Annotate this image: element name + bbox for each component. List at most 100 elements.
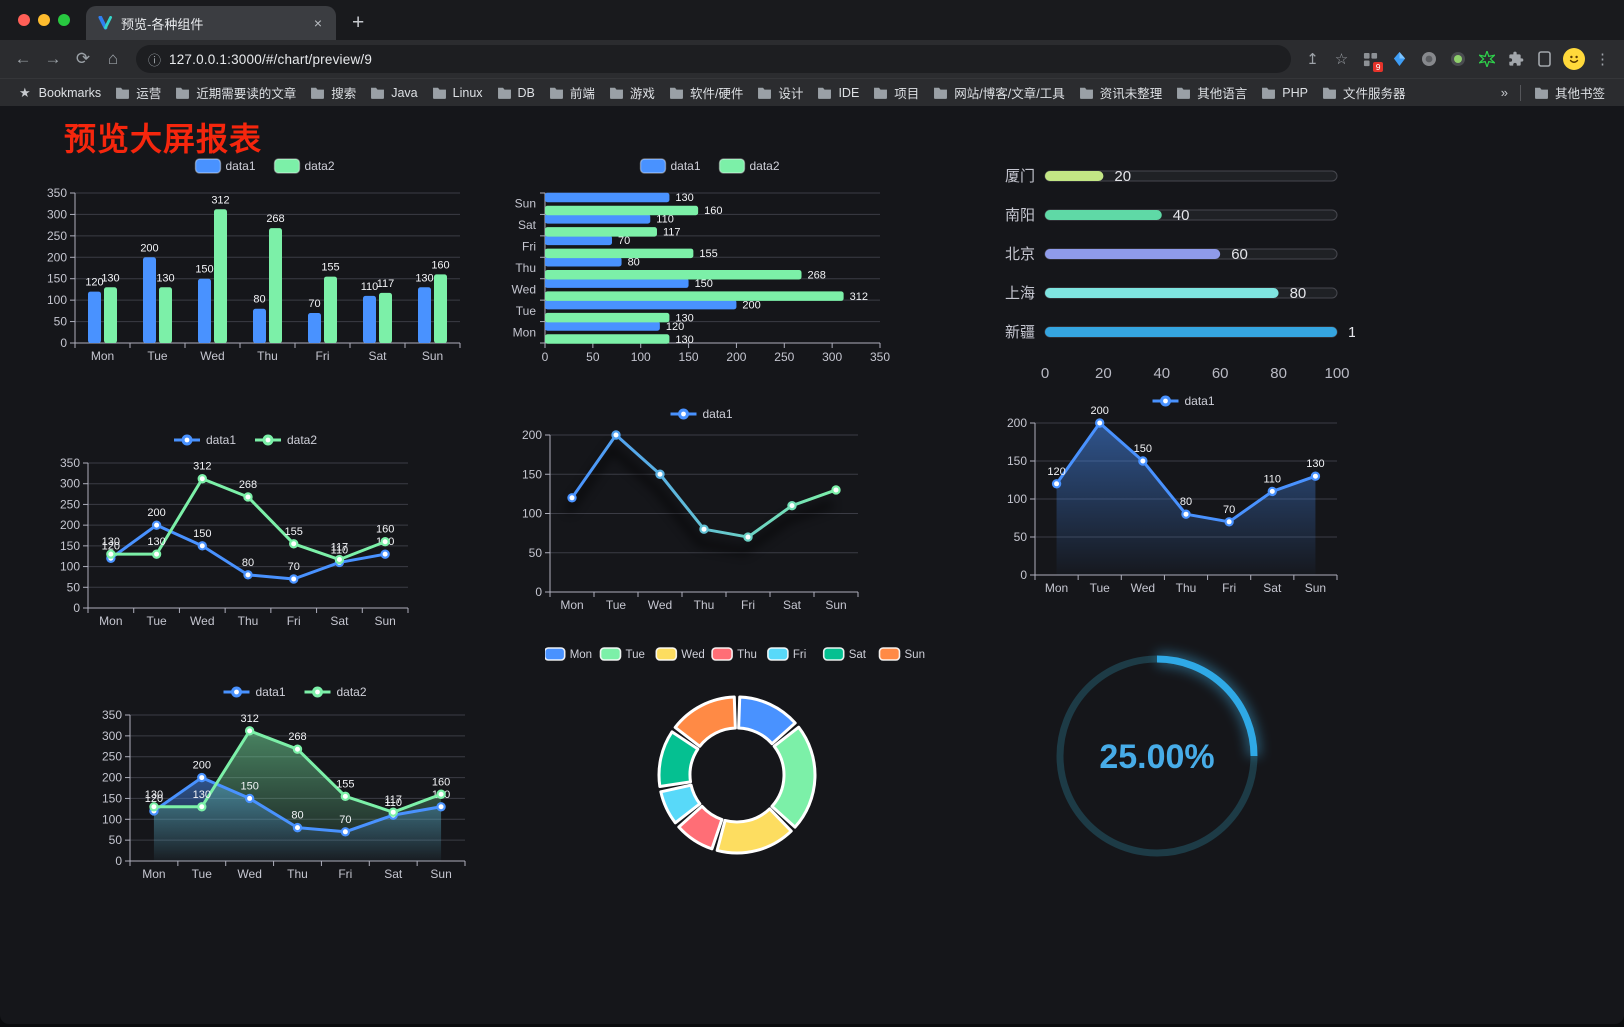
pie-slice-Sun[interactable] <box>673 695 737 748</box>
legend-item-data1[interactable]: data1 <box>223 685 286 699</box>
svg-text:60: 60 <box>1231 246 1248 263</box>
new-tab-button[interactable]: + <box>352 11 365 34</box>
share-icon[interactable]: ↥ <box>1306 51 1319 68</box>
extension-blocker-icon[interactable]: 9 <box>1357 46 1384 73</box>
legend-item-Sun[interactable]: Sun <box>878 647 925 661</box>
site-info-icon[interactable]: ⓘ <box>148 52 162 68</box>
svg-text:60: 60 <box>1212 365 1229 382</box>
svg-text:50: 50 <box>586 350 600 364</box>
extension-kite-icon[interactable] <box>1386 46 1413 73</box>
url-text[interactable]: 127.0.0.1:3000/#/chart/preview/9 <box>169 51 373 67</box>
bookmark-folder[interactable]: 项目 <box>866 81 926 104</box>
window-zoom-button[interactable] <box>58 14 70 26</box>
legend-item-data2[interactable]: data2 <box>304 685 367 699</box>
back-icon[interactable]: ← <box>14 49 32 68</box>
extension-star-icon[interactable] <box>1473 46 1500 73</box>
svg-text:0: 0 <box>1041 365 1049 382</box>
bookmark-folder[interactable]: 运营 <box>108 81 168 104</box>
svg-text:Mon: Mon <box>91 349 114 363</box>
folder-icon <box>497 87 512 99</box>
profile-avatar[interactable] <box>1560 46 1587 73</box>
legend-item-Thu[interactable]: Thu <box>711 647 757 661</box>
browser-tab[interactable]: 预览-各种组件 × <box>86 6 336 40</box>
legend-item-Sat[interactable]: Sat <box>822 647 867 661</box>
legend[interactable]: data1 <box>670 407 733 421</box>
legend-item-data2[interactable]: data2 <box>273 158 335 174</box>
svg-text:70: 70 <box>308 298 320 310</box>
bookmark-folder[interactable]: DB <box>490 84 542 102</box>
svg-text:150: 150 <box>193 528 211 540</box>
legend-item-data1[interactable]: data1 <box>194 158 256 174</box>
pie-slice-Wed[interactable] <box>715 807 793 855</box>
svg-text:Sat: Sat <box>368 349 387 363</box>
svg-text:Mon: Mon <box>570 649 592 661</box>
legend-item-data1[interactable]: data1 <box>639 158 701 174</box>
bookmark-star-icon[interactable]: ☆ <box>1334 51 1349 68</box>
extension-grey-icon[interactable] <box>1415 46 1442 73</box>
bookmark-folder[interactable]: PHP <box>1254 84 1315 102</box>
bookmark-folder[interactable]: 文件服务器 <box>1315 81 1413 104</box>
bookmark-folder[interactable]: IDE <box>810 84 866 102</box>
legend[interactable]: Mon Tue Wed Thu Fri Sat Sun <box>543 647 925 661</box>
svg-text:130: 130 <box>193 789 211 801</box>
bookmark-folder[interactable]: 近期需要读的文章 <box>168 81 303 104</box>
bookmark-folder[interactable]: 网站/博客/文章/工具 <box>926 81 1071 104</box>
bookmarks-label: Bookmarks <box>38 85 102 100</box>
bookmarks-overflow-chevron[interactable]: » <box>1500 85 1508 100</box>
home-icon[interactable]: ⌂ <box>107 49 119 68</box>
legend-item-data1[interactable]: data1 <box>174 433 236 447</box>
legend[interactable]: data1 data2 <box>174 433 317 447</box>
pie-slice-Mon[interactable] <box>737 695 797 746</box>
pie-slice-Sat[interactable] <box>657 730 700 788</box>
svg-text:Tue: Tue <box>1090 581 1111 595</box>
window-close-button[interactable] <box>18 14 30 26</box>
legend-item-data2[interactable]: data2 <box>255 433 317 447</box>
svg-text:南阳: 南阳 <box>1005 207 1035 224</box>
pie-slice-Tue[interactable] <box>770 725 817 829</box>
bookmark-folder[interactable]: 软件/硬件 <box>662 81 750 104</box>
folder-icon <box>1176 87 1191 99</box>
legend[interactable]: data1 data2 <box>223 685 367 699</box>
bookmark-folder[interactable]: 游戏 <box>602 81 662 104</box>
legend-item-Fri[interactable]: Fri <box>767 647 806 661</box>
url-bar[interactable]: ⓘ 127.0.0.1:3000/#/chart/preview/9 <box>136 45 1291 73</box>
svg-text:120: 120 <box>1047 466 1065 478</box>
bookmark-folder[interactable]: 资讯未整理 <box>1072 81 1170 104</box>
pie-slice-Thu[interactable] <box>677 804 724 851</box>
svg-text:268: 268 <box>288 731 306 743</box>
legend[interactable]: data1 <box>1152 394 1215 408</box>
menu-icon[interactable]: ⋮ <box>1595 51 1610 68</box>
legend[interactable]: data1 data2 <box>194 158 335 174</box>
bookmark-folder[interactable]: 其他语言 <box>1169 81 1254 104</box>
other-bookmarks[interactable]: 其他书签 <box>1527 81 1612 104</box>
legend-item-Wed[interactable]: Wed <box>655 647 705 661</box>
forward-icon[interactable]: → <box>44 49 62 68</box>
svg-text:150: 150 <box>195 264 213 276</box>
svg-text:300: 300 <box>102 729 122 743</box>
legend-item-Mon[interactable]: Mon <box>543 647 592 661</box>
svg-text:Wed: Wed <box>200 349 224 363</box>
extensions-puzzle-icon[interactable] <box>1502 46 1529 73</box>
bookmark-folder[interactable]: 搜索 <box>303 81 363 104</box>
extension-green-dot-icon[interactable] <box>1444 46 1471 73</box>
legend-item-Tue[interactable]: Tue <box>599 647 645 661</box>
legend-item-data2[interactable]: data2 <box>718 158 780 174</box>
bookmarks-root[interactable]: ★ Bookmarks <box>12 83 108 103</box>
svg-text:120: 120 <box>102 540 120 552</box>
pie-slice-Fri[interactable] <box>659 783 702 825</box>
svg-text:200: 200 <box>1007 416 1027 430</box>
bookmark-folder[interactable]: 前端 <box>542 81 602 104</box>
legend-item-data1[interactable]: data1 <box>670 407 733 421</box>
bookmark-folder[interactable]: Linux <box>425 84 490 102</box>
window-minimize-button[interactable] <box>38 14 50 26</box>
svg-text:117: 117 <box>377 278 395 290</box>
svg-text:80: 80 <box>1290 285 1307 302</box>
svg-text:250: 250 <box>60 497 80 511</box>
legend[interactable]: data1 data2 <box>639 158 780 174</box>
legend-item-data1[interactable]: data1 <box>1152 394 1215 408</box>
tab-close-icon[interactable]: × <box>313 15 322 31</box>
bookmark-folder[interactable]: Java <box>363 84 424 102</box>
device-toolbar-icon[interactable] <box>1531 46 1558 73</box>
bookmark-folder[interactable]: 设计 <box>750 81 810 104</box>
reload-icon[interactable]: ⟳ <box>75 49 91 68</box>
